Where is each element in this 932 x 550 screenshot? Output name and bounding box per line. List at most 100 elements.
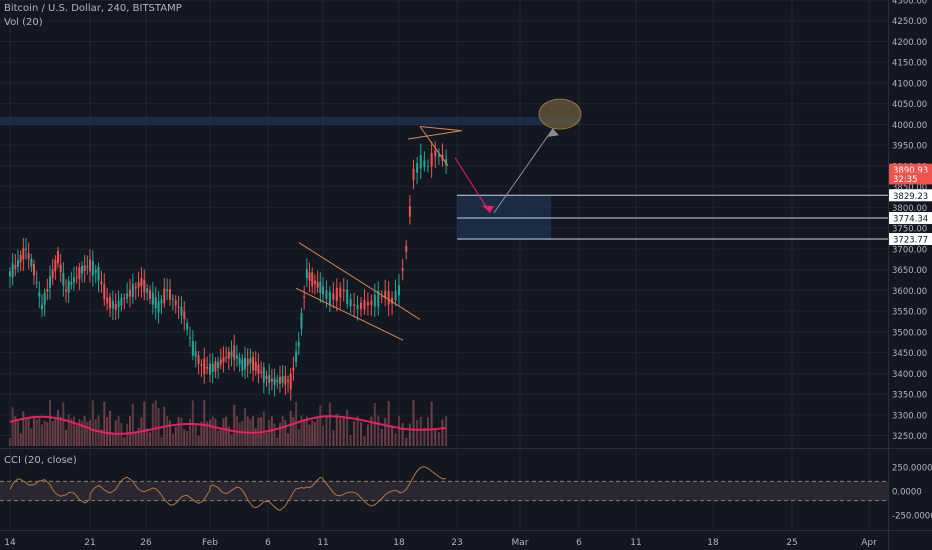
- volume-bar: [38, 416, 41, 446]
- candle-body: [78, 267, 81, 279]
- candle-body: [235, 355, 238, 359]
- volume-bar: [30, 428, 33, 446]
- candle-body: [427, 165, 429, 167]
- candle-body: [284, 375, 287, 385]
- volume-bar: [419, 416, 422, 446]
- volume-bar: [281, 416, 284, 446]
- volume-bar: [91, 400, 94, 446]
- candle-body: [260, 371, 263, 373]
- flag-upper-line: [298, 242, 421, 320]
- candle-body: [219, 359, 222, 365]
- candle-body: [384, 291, 387, 298]
- candle-body: [81, 265, 83, 274]
- candle-body: [126, 293, 129, 299]
- candle-body: [94, 269, 97, 273]
- price-label-text: 3829.23: [893, 192, 928, 202]
- candle-body: [46, 289, 49, 292]
- candle-body: [335, 287, 338, 302]
- volume-bar: [54, 418, 57, 446]
- volume-bar: [308, 424, 311, 446]
- price-label-box: [889, 189, 932, 202]
- volume-bar: [278, 423, 281, 446]
- candle-body: [380, 296, 383, 298]
- volume-bar: [123, 437, 126, 446]
- candle-body: [214, 361, 217, 372]
- candle-body: [249, 358, 252, 364]
- candle-body: [423, 160, 426, 168]
- candle-body: [137, 282, 140, 288]
- candle-body: [25, 248, 27, 250]
- volume-bar: [22, 411, 25, 446]
- volume-bar: [292, 417, 295, 446]
- candle-body: [289, 373, 292, 390]
- volume-bar: [214, 418, 217, 446]
- volume-bar: [434, 428, 437, 446]
- candle-body: [117, 300, 120, 308]
- projection-down-arrowhead: [482, 205, 494, 213]
- volume-bar: [412, 400, 415, 446]
- volume-bar: [360, 422, 362, 446]
- candle-body: [227, 351, 230, 359]
- price-axis-tick: 3800.00: [892, 204, 927, 214]
- volume-bar: [423, 427, 426, 446]
- volume-bar: [222, 418, 225, 446]
- volume-bar: [241, 420, 244, 446]
- price-axis-tick: 4250.00: [892, 17, 927, 27]
- time-axis-tick: Apr: [861, 538, 877, 548]
- volume-bar: [103, 401, 106, 446]
- time-axis-tick: 11: [630, 538, 641, 548]
- support-zone: [457, 195, 551, 240]
- candle-body: [276, 379, 279, 383]
- volume-bar: [154, 400, 157, 446]
- price-label-text: 3890.93: [893, 166, 928, 176]
- candle-body: [41, 304, 43, 310]
- candle-body: [111, 301, 114, 309]
- volume-bar: [353, 421, 356, 446]
- volume-bar: [70, 418, 73, 446]
- candle-body: [211, 363, 214, 372]
- cci-legend[interactable]: CCI (20, close): [4, 455, 77, 466]
- candle-body: [262, 367, 265, 383]
- time-axis-tick: 26: [140, 538, 152, 548]
- volume-bar: [137, 427, 140, 446]
- candle-body: [151, 292, 154, 305]
- symbol-legend[interactable]: Bitcoin / U.S. Dollar, 240, BITSTAMP: [4, 3, 182, 14]
- volume-legend[interactable]: Vol (20): [4, 17, 43, 28]
- volume-bar: [51, 420, 54, 446]
- candle-body: [200, 364, 203, 366]
- price-axis-tick: 3250.00: [892, 432, 927, 442]
- price-label-box: [889, 212, 932, 225]
- candle-body: [123, 298, 126, 300]
- volume-bar: [303, 419, 306, 446]
- price-axis-tick: 4200.00: [892, 38, 927, 48]
- candle-body: [316, 281, 319, 288]
- price-axis-tick: 4300.00: [892, 0, 927, 7]
- candle-body: [356, 304, 359, 310]
- volume-bar: [305, 416, 308, 446]
- candle-body: [332, 293, 335, 300]
- candle-body: [70, 281, 73, 285]
- candle-body: [35, 281, 38, 283]
- volume-bar: [86, 421, 89, 446]
- volume-bar: [225, 416, 228, 446]
- candle-body: [9, 271, 11, 277]
- cci-axis-tick: -250.0000: [892, 512, 932, 522]
- price-axis-tick: 3350.00: [892, 391, 927, 401]
- candle-body: [203, 358, 206, 375]
- candle-body: [140, 278, 143, 287]
- candle-body: [217, 361, 220, 369]
- candle-body: [166, 289, 169, 292]
- candle-body: [416, 163, 419, 173]
- volume-bar: [75, 425, 78, 446]
- price-axis-tick: 3700.00: [892, 245, 927, 255]
- candle-body: [328, 292, 331, 306]
- candle-body: [322, 289, 324, 292]
- candle-body: [430, 152, 433, 167]
- price-axis-tick: 3450.00: [892, 349, 927, 359]
- volume-bar: [408, 423, 411, 446]
- volume-bar: [9, 438, 11, 446]
- volume-bar: [209, 425, 211, 446]
- volume-bar: [233, 404, 236, 446]
